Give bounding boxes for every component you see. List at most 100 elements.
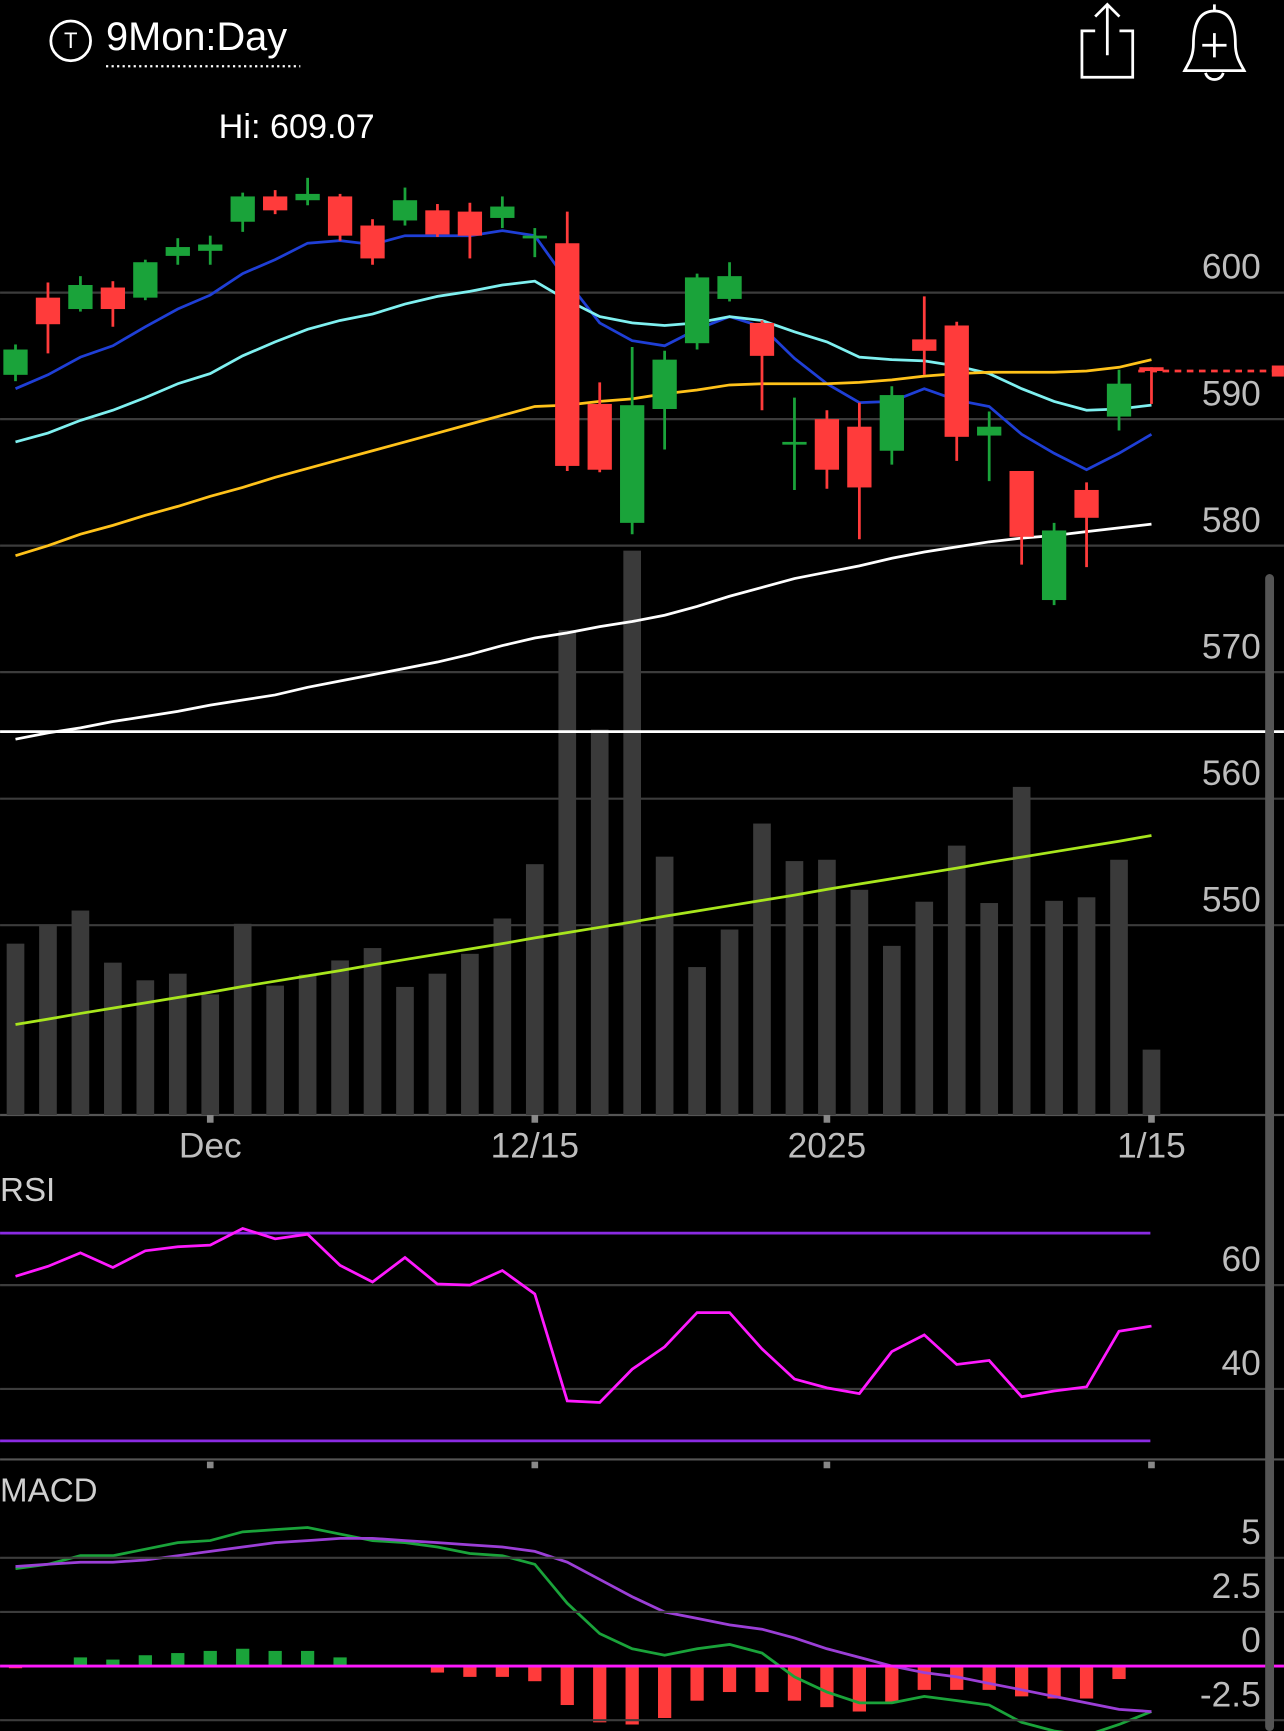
volume-bar xyxy=(331,960,349,1115)
last-price-marker xyxy=(1271,365,1284,377)
volume-bar xyxy=(753,823,771,1115)
macd-tick-label: -2.5 xyxy=(1200,1675,1261,1714)
candle-body xyxy=(814,419,840,470)
macd-histogram-bar xyxy=(982,1666,996,1690)
candle-body xyxy=(620,405,645,523)
macd-histogram-bar xyxy=(852,1666,866,1712)
macd-histogram-bar xyxy=(722,1666,737,1693)
candle-body xyxy=(912,339,937,351)
volume-bar xyxy=(233,923,252,1115)
macd-histogram-bar xyxy=(106,1659,120,1667)
candle-body xyxy=(425,210,450,235)
candle-body xyxy=(490,206,515,218)
macd-histogram-bar xyxy=(917,1666,931,1690)
price-tick-label: 550 xyxy=(1202,880,1261,919)
macd-histogram-bar xyxy=(236,1648,250,1667)
candle-body xyxy=(944,325,969,437)
macd-histogram-bar xyxy=(1112,1666,1126,1680)
share-arrow xyxy=(1094,2,1121,56)
volume-bar xyxy=(688,967,706,1115)
candle-body xyxy=(263,196,288,211)
volume-bar xyxy=(1142,1049,1161,1115)
share-box xyxy=(1080,29,1135,79)
candle-body xyxy=(587,403,612,470)
candle-body xyxy=(360,225,385,259)
macd-histogram-bar xyxy=(625,1666,639,1725)
volume-bar xyxy=(525,864,544,1115)
macd-histogram-bar xyxy=(73,1657,88,1667)
candle-body xyxy=(1041,530,1067,601)
volume-bar xyxy=(1012,786,1031,1115)
volume-bar xyxy=(850,889,869,1115)
macd-line xyxy=(15,1536,1152,1713)
price-tick-label: 590 xyxy=(1202,374,1261,413)
chart-period[interactable]: 9Mon:Day xyxy=(106,15,287,59)
scrollbar[interactable] xyxy=(1265,574,1275,1731)
volume-bar xyxy=(396,986,414,1115)
volume-bar xyxy=(266,985,284,1115)
bell xyxy=(1182,9,1247,73)
macd-histogram-bar xyxy=(560,1666,574,1706)
macd-histogram-bar xyxy=(203,1650,217,1667)
macd-histogram-bar xyxy=(463,1666,477,1677)
volume-bar xyxy=(168,973,187,1115)
x-tick-label: Dec xyxy=(179,1126,242,1165)
candle-body xyxy=(1074,489,1099,518)
macd-histogram-bar xyxy=(755,1666,769,1693)
candle-body xyxy=(457,211,483,236)
panel-title: RSI xyxy=(0,1172,55,1209)
candle-body xyxy=(522,235,547,239)
volume-bar xyxy=(980,903,999,1115)
candle-body xyxy=(35,297,61,325)
macd-tick-label: 2.5 xyxy=(1212,1567,1261,1606)
candle-body xyxy=(230,196,255,222)
volume-bar xyxy=(947,845,966,1115)
candle-body xyxy=(3,349,28,375)
macd-histogram-bar xyxy=(787,1666,802,1701)
macd-line xyxy=(15,1526,1152,1731)
volume-bar xyxy=(785,861,804,1115)
macd-histogram-bar xyxy=(430,1666,445,1673)
candle-body xyxy=(295,193,320,201)
candle-body xyxy=(1106,383,1132,417)
candle-body xyxy=(133,262,158,298)
volume-bar xyxy=(104,962,122,1115)
macd-histogram-bar xyxy=(658,1666,672,1719)
macd-histogram-bar xyxy=(528,1666,542,1682)
share-button[interactable] xyxy=(1080,2,1135,79)
bell-details xyxy=(1202,4,1227,81)
x-tick-label: 1/15 xyxy=(1117,1126,1186,1165)
volume-bar xyxy=(6,943,25,1115)
header: T 9Mon:Day xyxy=(49,2,1247,81)
candle-body xyxy=(652,359,677,409)
high-label: Hi: 609.07 xyxy=(219,108,375,146)
moving-average xyxy=(15,522,1152,741)
candle-body xyxy=(977,426,1002,436)
x-tick-label: 2025 xyxy=(788,1126,867,1165)
volume-bar xyxy=(558,630,577,1115)
candle-body xyxy=(749,322,775,356)
volume-bar xyxy=(201,994,220,1115)
ticker-icon[interactable] xyxy=(49,19,92,63)
volume-bar xyxy=(428,973,447,1115)
candle-body xyxy=(198,244,223,251)
macd-tick-label: 5 xyxy=(1241,1513,1261,1552)
macd-plot xyxy=(8,1526,1159,1731)
rsi-tick-label: 40 xyxy=(1221,1344,1260,1383)
macd-histogram-bar xyxy=(1079,1666,1094,1699)
rsi-tick-label: 60 xyxy=(1221,1240,1260,1279)
volume-bar xyxy=(720,929,739,1115)
macd-tick-label: 0 xyxy=(1241,1621,1261,1660)
macd-histogram-bar xyxy=(690,1666,704,1701)
volume-bar xyxy=(136,980,155,1115)
alert-button[interactable] xyxy=(1182,4,1247,81)
candle-body xyxy=(68,284,93,310)
candle-body xyxy=(100,287,126,310)
macd-histogram-bar xyxy=(593,1666,607,1723)
macd-histogram-bar xyxy=(333,1657,347,1667)
candle-body xyxy=(165,247,190,256)
candle-body xyxy=(847,426,872,488)
